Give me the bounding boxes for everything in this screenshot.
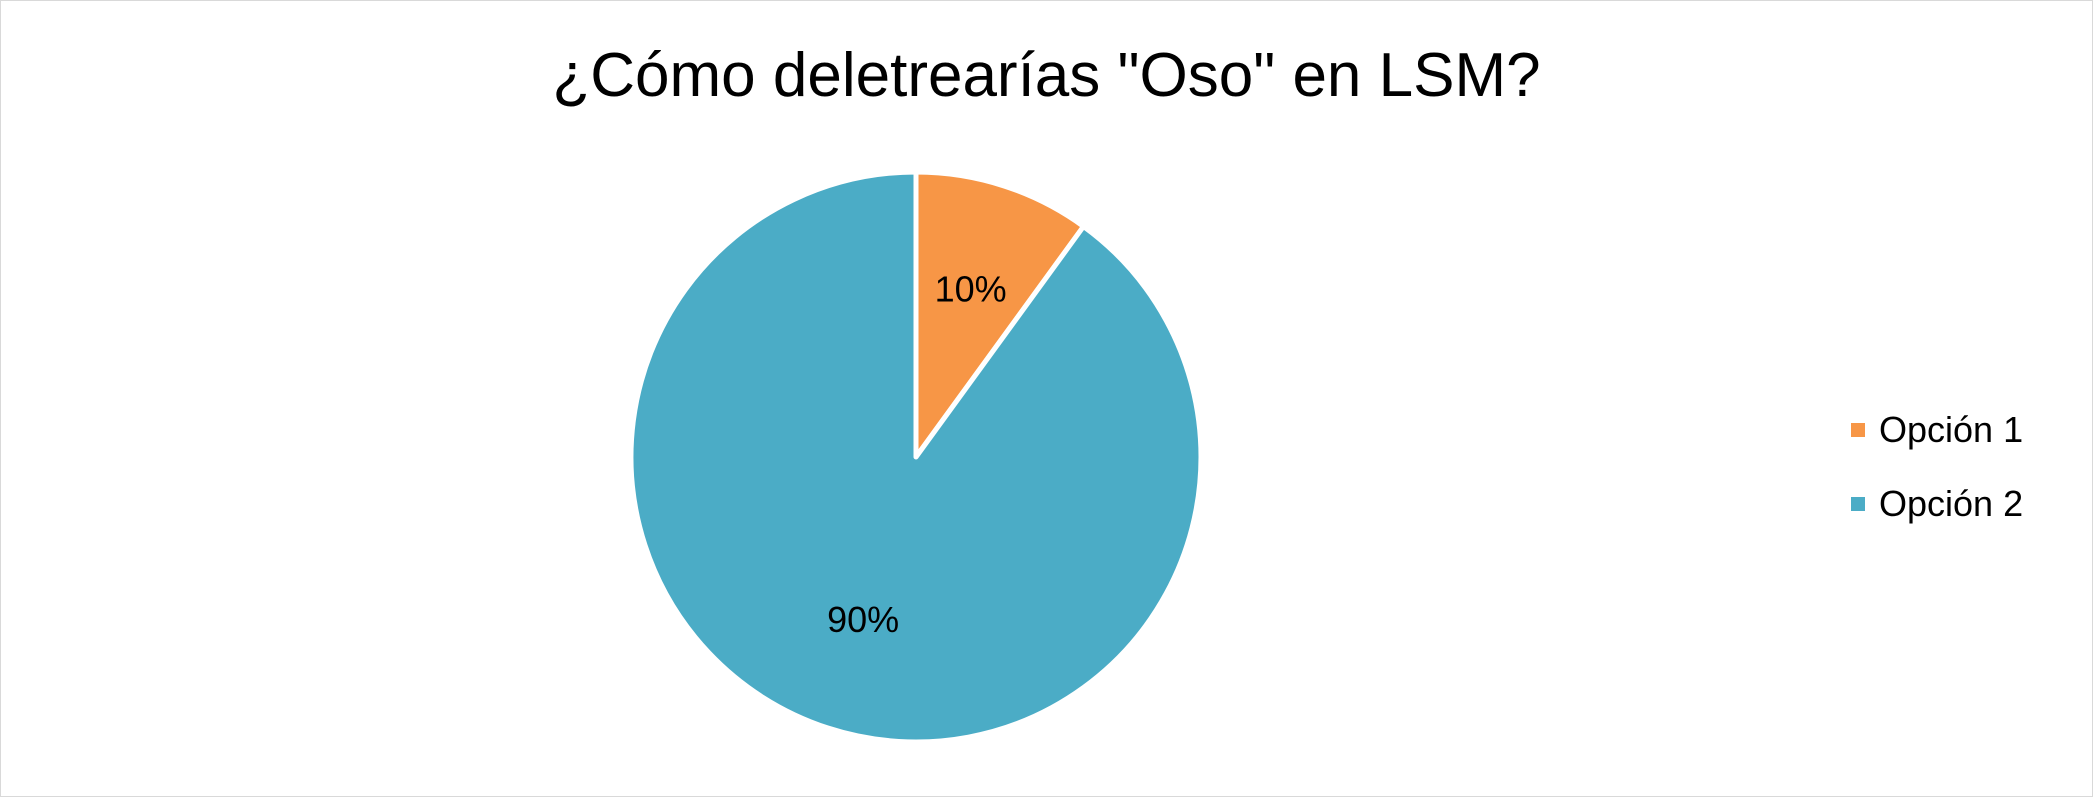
legend-swatch [1851,423,1865,437]
data-label-1: 10% [935,268,1007,309]
legend-item-1: Opción 1 [1851,393,2023,467]
pie-slice-1 [913,169,1087,460]
chart-legend: Opción 1 Opción 2 [1851,393,2023,541]
legend-item-2: Opción 2 [1851,467,2023,541]
data-label-2: 90% [827,599,899,640]
pie-slice-2 [628,169,1204,745]
legend-label: Opción 2 [1879,483,2024,524]
legend-label: Opción 1 [1879,409,2024,450]
legend-swatch [1851,497,1865,511]
chart-title: ¿Cómo deletrearías "Oso" en LSM? [552,41,1541,110]
